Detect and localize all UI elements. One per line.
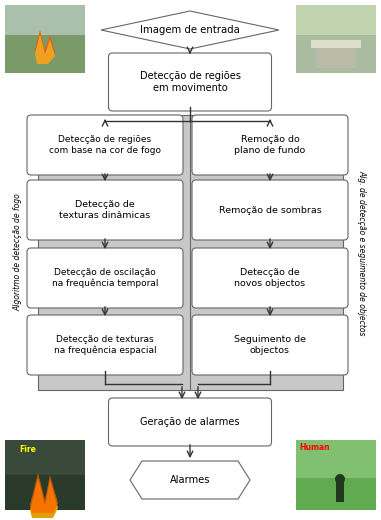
FancyBboxPatch shape [38,115,343,390]
FancyBboxPatch shape [109,53,272,111]
Text: Alg. de detecção e seguimento de objectos: Alg. de detecção e seguimento de objecto… [357,170,367,335]
Text: Algoritmo de detecção de fogo: Algoritmo de detecção de fogo [13,193,22,311]
FancyBboxPatch shape [192,315,348,375]
Circle shape [335,474,345,484]
Text: Detecção de oscilação
na frequência temporal: Detecção de oscilação na frequência temp… [52,268,158,289]
Bar [296,5,376,35]
FancyBboxPatch shape [27,315,183,375]
Text: Seguimento de
objectos: Seguimento de objectos [234,335,306,355]
Text: Remoção do
plano de fundo: Remoção do plano de fundo [234,135,306,155]
Text: Detecção de texturas
na frequência espacial: Detecção de texturas na frequência espac… [54,335,156,355]
Text: Geração de alarmes: Geração de alarmes [140,417,240,427]
Text: Detecção de regiões
com base na cor de fogo: Detecção de regiões com base na cor de f… [49,135,161,155]
Text: Imagem de entrada: Imagem de entrada [140,25,240,35]
FancyBboxPatch shape [27,115,183,175]
Text: Detecção de regiões
em movimento: Detecção de regiões em movimento [139,71,240,93]
Text: Detecção de
novos objectos: Detecção de novos objectos [234,268,306,288]
FancyBboxPatch shape [109,398,272,446]
Polygon shape [30,473,58,513]
Bar [311,40,361,48]
Bar [316,48,356,68]
Text: Detecção de
texturas dinâmicas: Detecção de texturas dinâmicas [59,200,150,220]
FancyBboxPatch shape [27,248,183,308]
FancyBboxPatch shape [192,180,348,240]
Text: Remoção de sombras: Remoção de sombras [219,205,322,215]
FancyBboxPatch shape [27,180,183,240]
FancyBboxPatch shape [192,115,348,175]
Polygon shape [35,30,55,60]
Bar [5,5,85,73]
Text: Fire: Fire [19,445,36,454]
Bar [296,440,376,510]
Bar [5,5,85,35]
Bar [296,440,376,478]
Polygon shape [35,34,55,64]
Bar [5,440,85,510]
Text: Alarmes: Alarmes [170,475,210,485]
Polygon shape [130,461,250,499]
Polygon shape [30,478,58,518]
Bar [336,482,344,502]
FancyBboxPatch shape [192,248,348,308]
Text: Human: Human [299,443,330,452]
Bar [5,475,85,510]
Polygon shape [101,11,279,49]
Bar [296,5,376,73]
